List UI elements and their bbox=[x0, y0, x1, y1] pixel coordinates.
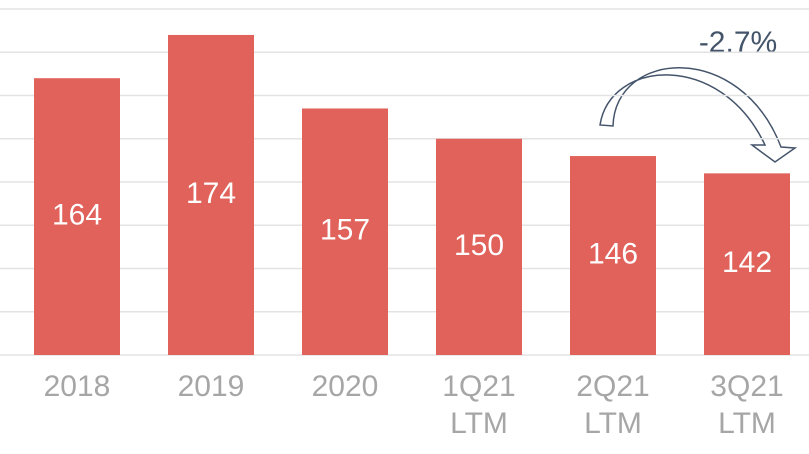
change-annotation: -2.7% bbox=[699, 26, 777, 59]
x-tick-label: 3Q21 LTM bbox=[710, 370, 784, 440]
bar bbox=[34, 78, 120, 355]
bar bbox=[704, 173, 790, 355]
x-tick-label: 2018 bbox=[43, 370, 111, 403]
value-label: 146 bbox=[588, 237, 638, 270]
x-tick-label: 2Q21 LTM bbox=[576, 370, 650, 440]
value-label: 150 bbox=[454, 229, 504, 262]
value-label: 174 bbox=[186, 177, 236, 210]
value-label: 142 bbox=[722, 246, 772, 279]
value-label: 164 bbox=[52, 199, 102, 232]
bar bbox=[302, 108, 388, 355]
change-arrow bbox=[599, 67, 798, 163]
x-tick-label: 1Q21 LTM bbox=[442, 370, 516, 440]
bar bbox=[570, 156, 656, 355]
bar bbox=[168, 34, 254, 355]
bar bbox=[436, 138, 522, 355]
x-tick-label: 2020 bbox=[311, 370, 379, 403]
value-label: 157 bbox=[320, 214, 370, 247]
x-tick-label: 2019 bbox=[177, 370, 245, 403]
